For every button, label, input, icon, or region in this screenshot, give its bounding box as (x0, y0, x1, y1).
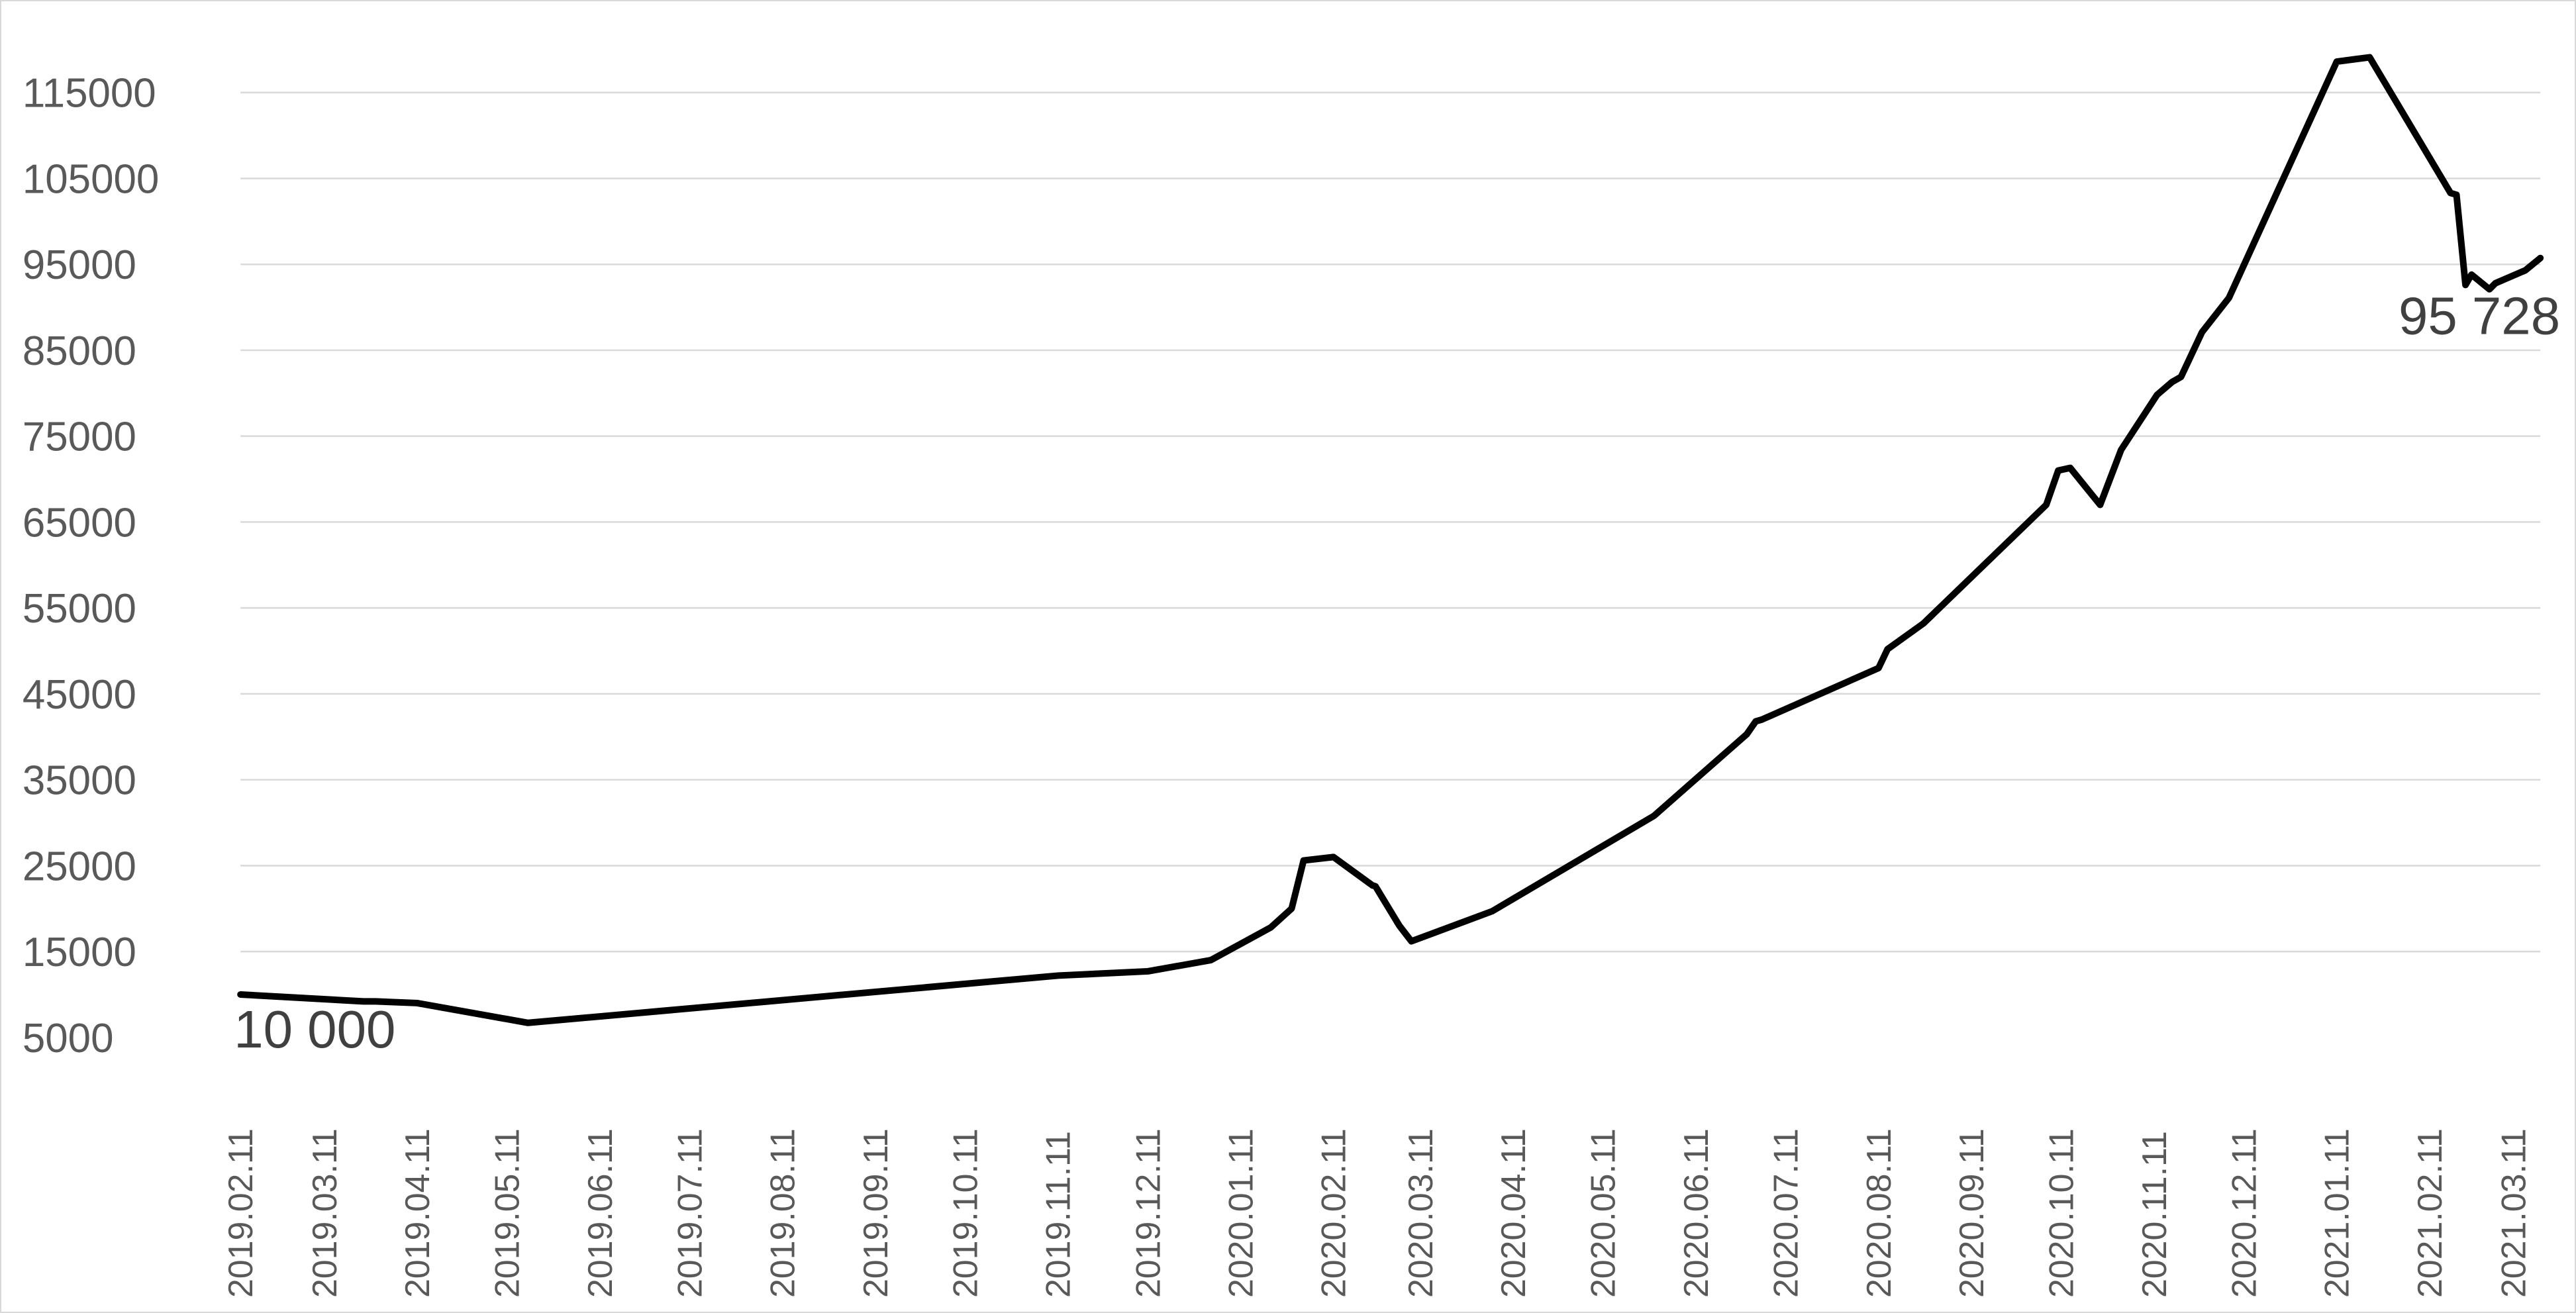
y-tick-label: 105000 (23, 156, 159, 202)
y-tick-label: 35000 (23, 758, 136, 804)
x-tick-label: 2020.01.11 (1222, 1128, 1260, 1298)
x-tick-label: 2020.02.11 (1314, 1128, 1353, 1298)
x-tick-label: 2020.12.11 (2224, 1128, 2263, 1298)
x-tick-label: 2020.09.11 (1952, 1128, 1991, 1298)
y-tick-label: 15000 (23, 930, 136, 975)
y-tick-label: 75000 (23, 414, 136, 460)
series-line (237, 54, 2544, 1026)
x-tick-label: 2020.10.11 (2042, 1128, 2081, 1298)
x-tick-label: 2020.04.11 (1494, 1128, 1532, 1298)
x-axis-tick-labels: 2019.02.11 2019.03.11 2019.04.11 2019.05.11… (221, 1128, 2532, 1298)
plot-area (237, 54, 2544, 1026)
y-tick-label: 45000 (23, 672, 136, 718)
y-tick-label: 95000 (23, 242, 136, 288)
y-tick-label: 85000 (23, 328, 136, 374)
x-tick-label: 2020.05.11 (1584, 1128, 1622, 1298)
x-tick-label: 2020.07.11 (1767, 1128, 1805, 1298)
x-tick-label: 2019.02.11 (221, 1128, 260, 1298)
gridlines (240, 91, 2541, 953)
y-axis-tick-labels: 5000 15000 25000 35000 45000 55000 65000 75000 8… (23, 71, 159, 1061)
x-tick-label: 2020.03.11 (1401, 1128, 1440, 1298)
x-tick-label: 2021.03.11 (2494, 1128, 2532, 1298)
x-tick-label: 2019.12.11 (1128, 1128, 1167, 1298)
x-tick-label: 2020.06.11 (1677, 1128, 1715, 1298)
x-tick-label: 2021.02.11 (2410, 1128, 2449, 1298)
data-label-last: 95 728 (2399, 287, 2560, 346)
x-tick-label: 2019.11.11 (1039, 1131, 1077, 1298)
x-tick-label: 2019.10.11 (946, 1128, 985, 1298)
x-tick-label: 2019.08.11 (764, 1128, 802, 1298)
x-tick-label: 2020.11.11 (2135, 1131, 2173, 1298)
y-tick-label: 65000 (23, 500, 136, 546)
x-tick-label: 2019.04.11 (398, 1128, 436, 1298)
y-tick-label: 5000 (23, 1016, 114, 1061)
y-tick-label: 25000 (23, 844, 136, 889)
x-tick-label: 2021.01.11 (2318, 1128, 2356, 1298)
y-tick-label: 55000 (23, 586, 136, 632)
data-label-first: 10 000 (234, 1000, 395, 1059)
x-tick-label: 2019.07.11 (670, 1128, 709, 1298)
x-tick-label: 2019.06.11 (581, 1128, 619, 1298)
x-tick-label: 2020.08.11 (1859, 1128, 1898, 1298)
data-labels: 10 000 95 728 (234, 287, 2560, 1059)
x-tick-label: 2019.05.11 (488, 1128, 526, 1298)
x-tick-label: 2019.03.11 (305, 1128, 344, 1298)
x-tick-label: 2019.09.11 (856, 1128, 895, 1298)
y-tick-label: 115000 (23, 71, 156, 117)
